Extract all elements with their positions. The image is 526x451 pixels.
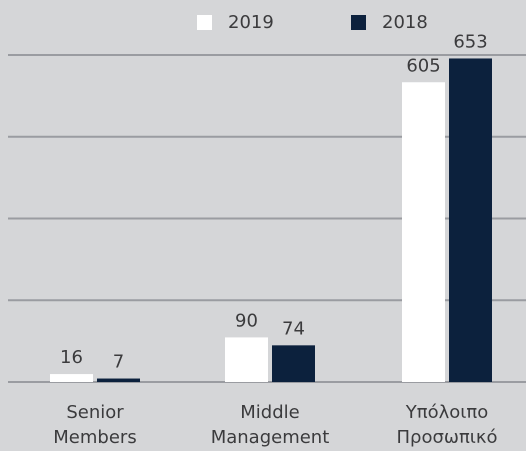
legend-swatch xyxy=(197,15,212,30)
value-label: 74 xyxy=(282,318,305,339)
bar xyxy=(97,378,140,382)
value-label: 16 xyxy=(60,347,83,368)
bar xyxy=(402,82,445,382)
value-label: 90 xyxy=(235,310,258,331)
legend-label: 2019 xyxy=(228,12,274,33)
legend-label: 2018 xyxy=(382,12,428,33)
x-tick-label: Senior Members xyxy=(53,402,136,448)
bar xyxy=(272,345,315,382)
value-label: 605 xyxy=(406,55,440,76)
x-tick-label: Middle Management xyxy=(211,402,330,448)
value-label: 653 xyxy=(453,31,487,52)
legend-swatch xyxy=(351,15,366,30)
bar xyxy=(50,374,93,382)
value-label: 7 xyxy=(113,352,124,373)
bar xyxy=(225,337,268,382)
x-tick-label: Υπόλοιπο Προσωπικό xyxy=(396,402,497,448)
bar xyxy=(449,58,492,383)
